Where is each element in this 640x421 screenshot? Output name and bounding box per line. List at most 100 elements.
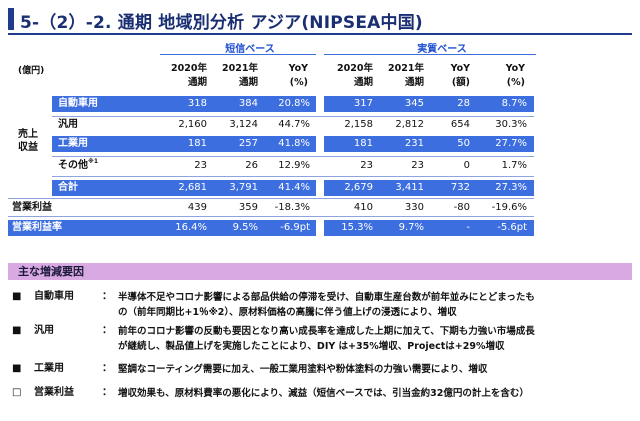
table-cell: -18.3% xyxy=(274,202,310,213)
colhead-real-2020-l1: 2020年 xyxy=(337,63,373,74)
table-cell: 26 xyxy=(245,160,258,171)
table-cell: 732 xyxy=(450,182,470,193)
table-cell: 439 xyxy=(187,202,207,213)
colhead-real-2020: 2020年 通期 xyxy=(318,62,373,90)
colhead-real-2020-l2: 通期 xyxy=(353,77,373,88)
row-divider xyxy=(8,216,534,217)
colhead-real-2021-l2: 通期 xyxy=(404,77,424,88)
row-label-op-profit: 営業利益 xyxy=(12,202,52,213)
factor-desc-general-line2: が継続し、製品値上げを実施したことにより、DIY は+35%増収、Project… xyxy=(118,341,505,352)
table-cell: 181 xyxy=(353,138,373,149)
title-bar: 5-（2）-2. 通期 地域別分析 アジア(NIPSEA中国) xyxy=(8,6,632,35)
factor-label-auto: 自動車用 xyxy=(34,291,74,302)
title-accent-bar xyxy=(8,8,14,30)
table-cell: 359 xyxy=(238,202,258,213)
factor-desc-auto-line1: 半導体不足やコロナ影響による部品供給の停滞を受け、自動車生産台数が前年並みにとど… xyxy=(118,292,535,303)
row-label-industrial: 工業用 xyxy=(58,138,88,149)
row-label-auto: 自動車用 xyxy=(58,98,98,109)
table-cell: 2,160 xyxy=(178,119,207,130)
factor-colon: ： xyxy=(102,363,112,374)
row-label-op-margin: 営業利益率 xyxy=(12,222,62,233)
revenue-side-label: 売上 収益 xyxy=(18,129,38,153)
colhead-real-yoy-amt-l2: (額) xyxy=(451,77,470,88)
colhead-short-yoy-l1: YoY xyxy=(288,63,308,74)
colhead-short-2021-l2: 通期 xyxy=(238,77,258,88)
table-cell: 20.8% xyxy=(278,98,310,109)
colhead-short-yoy: YoY (%) xyxy=(268,62,308,90)
table-cell: 12.9% xyxy=(278,160,310,171)
table-cell: -5.6pt xyxy=(497,222,527,233)
colhead-real-yoy-pct-l2: (%) xyxy=(506,77,525,88)
table-cell: 330 xyxy=(404,202,424,213)
table-cell: 318 xyxy=(187,98,207,109)
table-cell: 23 xyxy=(411,160,424,171)
colhead-short-2021-l1: 2021年 xyxy=(222,63,258,74)
table-cell: 181 xyxy=(187,138,207,149)
table-cell: 410 xyxy=(353,202,373,213)
bullet-hollow-square-icon: □ xyxy=(12,387,22,398)
table-cell: 345 xyxy=(404,98,424,109)
table-cell: 384 xyxy=(238,98,258,109)
factor-label-industrial: 工業用 xyxy=(34,363,64,374)
table-cell: 2,812 xyxy=(395,119,424,130)
table-cell: 44.7% xyxy=(278,119,310,130)
factor-desc-auto-line2: の（前年同期比+1％※2）、原材料価格の高騰に伴う値上げの浸透により、増収 xyxy=(118,307,457,318)
table-cell: 0 xyxy=(463,160,470,171)
row-divider xyxy=(52,156,534,157)
section-header-short: 短信ベース xyxy=(188,40,312,55)
colhead-real-yoy-amt-l1: YoY xyxy=(450,63,470,74)
colhead-real-2021-l1: 2021年 xyxy=(388,63,424,74)
factors-heading: 主な増減要因 xyxy=(18,265,84,278)
row-bg-auto-short xyxy=(52,96,316,112)
table-cell: 41.8% xyxy=(278,138,310,149)
row-label-other: その他※1 xyxy=(58,158,98,174)
table-cell: 28 xyxy=(457,98,470,109)
row-label-total: 合計 xyxy=(58,182,78,193)
title-underline xyxy=(8,33,632,35)
factor-desc-general-line1: 前年のコロナ影響の反動も要因となり高い成長率を達成した上期に加えて、下期も力強い… xyxy=(118,326,535,337)
page-title: 5-（2）-2. 通期 地域別分析 アジア(NIPSEA中国) xyxy=(20,13,423,33)
row-divider xyxy=(52,116,534,117)
table-cell: 231 xyxy=(404,138,424,149)
table-cell: 27.7% xyxy=(495,138,527,149)
colhead-real-yoy-pct-l1: YoY xyxy=(505,63,525,74)
table-cell: 41.4% xyxy=(278,182,310,193)
row-bg-industrial-real xyxy=(324,136,534,152)
colhead-short-2020-l1: 2020年 xyxy=(171,63,207,74)
row-divider xyxy=(52,176,534,177)
bullet-square-icon: ■ xyxy=(12,325,22,336)
section-header-real-rule xyxy=(324,54,536,55)
row-label-general: 汎用 xyxy=(58,119,78,130)
table-cell: 9.5% xyxy=(232,222,258,233)
table-cell: 1.7% xyxy=(501,160,527,171)
table-cell: 23 xyxy=(194,160,207,171)
table-cell: 3,411 xyxy=(395,182,424,193)
factor-desc-industrial: 堅調なコーティング需要に加え、一般工業用塗料や粉体塗料の力強い需要により、増収 xyxy=(118,364,488,375)
table-cell: 30.3% xyxy=(495,119,527,130)
footnote-ref: ※1 xyxy=(88,158,99,165)
row-bg-total-short xyxy=(52,180,316,196)
row-bg-industrial-short xyxy=(52,136,316,152)
row-bg-total-real xyxy=(324,180,534,196)
factor-label-general: 汎用 xyxy=(34,325,54,336)
table-cell: 3,124 xyxy=(229,119,258,130)
table-cell: 317 xyxy=(353,98,373,109)
table-cell: -19.6% xyxy=(491,202,527,213)
row-divider xyxy=(8,198,534,199)
table-cell: 23 xyxy=(360,160,373,171)
unit-label: (億円) xyxy=(18,66,45,76)
row-bg-margin-real xyxy=(324,220,534,236)
factor-colon: ： xyxy=(102,387,112,398)
table-cell: - xyxy=(466,222,470,233)
table-cell: 27.3% xyxy=(495,182,527,193)
factor-desc-op-profit: 増収効果も、原材料費率の悪化により、減益（短信ベースでは、引当金約32億円の計上… xyxy=(118,388,529,399)
section-header-short-label: 短信ベース xyxy=(225,44,275,55)
table-cell: 257 xyxy=(238,138,258,149)
table-cell: 8.7% xyxy=(501,98,527,109)
table-cell: 3,791 xyxy=(229,182,258,193)
colhead-short-2020: 2020年 通期 xyxy=(150,62,207,90)
table-cell: 9.7% xyxy=(398,222,424,233)
factor-colon: ： xyxy=(102,325,112,336)
table-cell: -6.9pt xyxy=(280,222,310,233)
table-cell: 50 xyxy=(457,138,470,149)
